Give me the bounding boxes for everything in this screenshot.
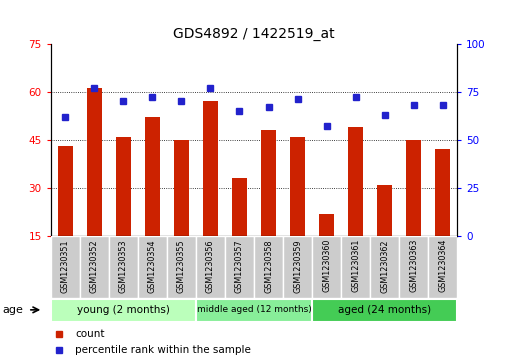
Text: count: count: [75, 329, 105, 339]
Bar: [225, 236, 254, 298]
Bar: [80, 236, 109, 298]
Bar: [283, 236, 312, 298]
Bar: [312, 299, 457, 322]
Bar: [116, 136, 131, 236]
Bar: [406, 140, 421, 236]
Text: GSM1230359: GSM1230359: [293, 239, 302, 293]
Text: percentile rank within the sample: percentile rank within the sample: [75, 345, 251, 355]
Text: aged (24 months): aged (24 months): [338, 305, 431, 315]
Text: GSM1230363: GSM1230363: [409, 239, 418, 293]
Title: GDS4892 / 1422519_at: GDS4892 / 1422519_at: [173, 27, 335, 41]
Text: GSM1230358: GSM1230358: [264, 239, 273, 293]
Text: GSM1230353: GSM1230353: [119, 239, 128, 293]
Text: age: age: [2, 305, 23, 315]
Bar: [428, 236, 457, 298]
Text: GSM1230364: GSM1230364: [438, 239, 447, 293]
Bar: [312, 236, 341, 298]
Bar: [232, 178, 247, 236]
Bar: [348, 127, 363, 236]
Bar: [58, 146, 73, 236]
Bar: [203, 101, 218, 236]
Bar: [51, 299, 196, 322]
Bar: [138, 236, 167, 298]
Bar: [87, 89, 102, 236]
Text: GSM1230361: GSM1230361: [351, 239, 360, 293]
Bar: [196, 236, 225, 298]
Bar: [399, 236, 428, 298]
Text: GSM1230354: GSM1230354: [148, 239, 157, 293]
Bar: [174, 140, 188, 236]
Bar: [167, 236, 196, 298]
Text: GSM1230356: GSM1230356: [206, 239, 215, 293]
Text: middle aged (12 months): middle aged (12 months): [197, 305, 311, 314]
Bar: [370, 236, 399, 298]
Bar: [290, 136, 305, 236]
Bar: [109, 236, 138, 298]
Text: GSM1230362: GSM1230362: [380, 239, 389, 293]
Bar: [145, 117, 160, 236]
Bar: [51, 236, 80, 298]
Bar: [341, 236, 370, 298]
Text: GSM1230360: GSM1230360: [322, 239, 331, 293]
Bar: [261, 130, 276, 236]
Text: GSM1230352: GSM1230352: [90, 239, 99, 293]
Text: GSM1230357: GSM1230357: [235, 239, 244, 293]
Bar: [254, 236, 283, 298]
Bar: [435, 149, 450, 236]
Text: young (2 months): young (2 months): [77, 305, 170, 315]
Text: GSM1230355: GSM1230355: [177, 239, 186, 293]
Bar: [320, 213, 334, 236]
Text: GSM1230351: GSM1230351: [61, 239, 70, 293]
Bar: [196, 299, 312, 322]
Bar: [377, 185, 392, 236]
